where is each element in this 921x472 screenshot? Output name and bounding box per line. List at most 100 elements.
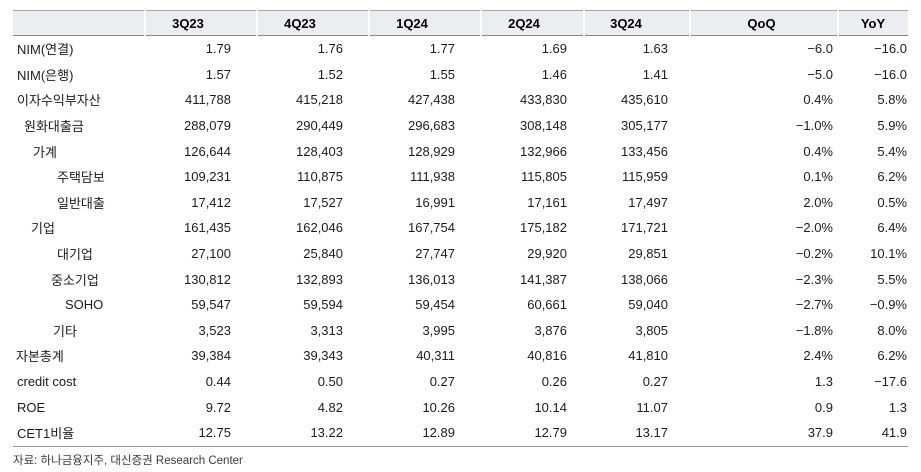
row-label: 원화대출금	[24, 119, 84, 135]
cell-1q24: 10.26	[422, 399, 455, 415]
cell-4q23: 110,875	[296, 169, 343, 185]
cell-qoq: 0.9	[814, 399, 833, 415]
column-header-3q23: 3Q23	[144, 10, 257, 36]
cell-yoy: 1.3	[888, 399, 907, 415]
cell-4q23: 4.82	[317, 399, 343, 415]
cell-1q24: 12.89	[369, 419, 481, 447]
cell-yoy: 0.5%	[877, 194, 907, 210]
table-row: credit cost 0.44 0.50 0.27 0.26 0.27 1.3 −17.6	[13, 369, 908, 395]
cell-4q23: 39,343	[303, 348, 343, 364]
cell-3q23: 9.72	[205, 399, 231, 415]
cell-qoq: 2.0%	[803, 194, 833, 210]
cell-yoy: −17.6	[874, 374, 907, 390]
column-header-yoy: YoY	[837, 10, 908, 36]
cell-qoq: 1.3	[814, 374, 833, 390]
cell-qoq: −1.8%	[795, 322, 833, 338]
cell-1q24: 40,311	[416, 348, 455, 364]
cell-yoy: 5.9%	[877, 118, 907, 134]
row-label: 일반대출	[57, 195, 105, 211]
cell-qoq: −2.7%	[795, 297, 833, 313]
cell-4q23: 0.50	[317, 374, 343, 390]
cell-3q23: 12.75	[145, 419, 257, 447]
column-header-1q24: 1Q24	[368, 10, 481, 36]
row-label: NIM(연결)	[17, 42, 74, 58]
cell-qoq: 0.1%	[803, 169, 833, 185]
header-row: 3Q23 4Q23 1Q24 2Q24 3Q24 QoQ YoY	[13, 10, 908, 36]
column-header-4q23: 4Q23	[256, 10, 369, 36]
cell-2q24: 175,182	[520, 220, 567, 236]
cell-3q24: 17,497	[628, 194, 668, 210]
cell-4q23: 59,594	[303, 297, 343, 313]
cell-3q24: 59,040	[628, 297, 668, 313]
cell-1q24: 3,995	[422, 322, 455, 338]
cell-qoq: −2.3%	[795, 271, 833, 287]
cell-yoy: 41.9	[838, 419, 908, 447]
cell-3q23: 39,384	[191, 348, 231, 364]
cell-1q24: 16,991	[415, 194, 455, 210]
cell-1q24: 128,929	[408, 143, 455, 159]
row-label: 중소기업	[51, 272, 99, 288]
cell-4q23: 25,840	[303, 246, 343, 262]
cell-4q23: 17,527	[303, 194, 343, 210]
table-row: SOHO 59,547 59,594 59,454 60,661 59,040 −2.7% −…	[13, 292, 908, 318]
cell-3q24: 29,851	[628, 246, 668, 262]
cell-qoq: −0.2%	[795, 246, 833, 262]
table-row: 자본총계 39,384 39,343 40,311 40,816 41,810 2.4% 6.…	[13, 343, 908, 369]
cell-3q24: 1.63	[642, 41, 668, 57]
row-label: credit cost	[17, 374, 77, 390]
table-row: NIM(연결) 1.79 1.76 1.77 1.69 1.63 −6.0 −16.0	[13, 36, 908, 62]
cell-1q24: 111,938	[409, 169, 455, 185]
cell-1q24: 27,747	[415, 246, 455, 262]
cell-1q24: 1.55	[429, 66, 455, 82]
table-row: CET1비율 12.75 13.22 12.89 12.79 13.17 37.9 41.9	[13, 419, 908, 447]
table-body: NIM(연결) 1.79 1.76 1.77 1.69 1.63 −6.0 −16.0 NIM(…	[13, 36, 908, 447]
cell-2q24: 29,920	[527, 246, 567, 262]
cell-3q23: 109,231	[184, 169, 231, 185]
cell-yoy: 5.5%	[877, 271, 907, 287]
cell-3q24: 133,456	[621, 143, 668, 159]
cell-yoy: 6.2%	[877, 169, 907, 185]
row-label: ROE	[17, 399, 46, 415]
cell-3q24: 138,066	[621, 271, 668, 287]
table-row: ROE 9.72 4.82 10.26 10.14 11.07 0.9 1.3	[13, 394, 908, 420]
cell-2q24: 115,805	[520, 169, 567, 185]
row-label: NIM(은행)	[17, 67, 74, 83]
cell-qoq: 37.9	[690, 419, 838, 447]
cell-2q24: 1.46	[541, 66, 567, 82]
cell-3q23: 1.57	[205, 66, 231, 82]
cell-yoy: 5.8%	[877, 92, 907, 108]
cell-2q24: 0.26	[541, 374, 567, 390]
cell-2q24: 308,148	[520, 118, 567, 134]
cell-3q23: 17,412	[191, 194, 231, 210]
column-header-2q24: 2Q24	[480, 10, 584, 36]
cell-qoq: 0.4%	[803, 92, 833, 108]
cell-2q24: 433,830	[520, 92, 567, 108]
cell-yoy: −16.0	[874, 66, 907, 82]
cell-3q24: 171,721	[621, 220, 668, 236]
source-note: 자료: 하나금융지주, 대신증권 Research Center	[13, 454, 243, 467]
cell-3q24: 115,959	[621, 169, 668, 185]
table-row: 주택담보 109,231 110,875 111,938 115,805 115,959 0…	[13, 164, 908, 190]
row-label: 주택담보	[57, 170, 105, 186]
row-label: 대기업	[57, 247, 93, 263]
cell-qoq: −1.0%	[795, 118, 833, 134]
cell-3q24: 11.07	[636, 399, 668, 415]
table-row: 가계 126,644 128,403 128,929 132,966 133,456 0.4…	[13, 138, 908, 164]
cell-3q23: 27,100	[191, 246, 231, 262]
cell-2q24: 40,816	[527, 348, 567, 364]
cell-4q23: 415,218	[296, 92, 343, 108]
cell-4q23: 290,449	[296, 118, 343, 134]
cell-3q24: 3,805	[635, 322, 668, 338]
table-row: 원화대출금 288,079 290,449 296,683 308,148 305,177…	[13, 113, 908, 139]
cell-1q24: 167,754	[408, 220, 455, 236]
cell-2q24: 17,161	[527, 194, 567, 210]
cell-qoq: 0.4%	[803, 143, 833, 159]
cell-2q24: 3,876	[534, 322, 567, 338]
row-label: CET1비율	[13, 419, 145, 447]
cell-1q24: 1.77	[429, 41, 455, 57]
row-label: 가계	[33, 144, 57, 160]
cell-2q24: 132,966	[520, 143, 567, 159]
table-row: 일반대출 17,412 17,527 16,991 17,161 17,497 2.0% 0.…	[13, 190, 908, 216]
cell-4q23: 13.22	[257, 419, 369, 447]
